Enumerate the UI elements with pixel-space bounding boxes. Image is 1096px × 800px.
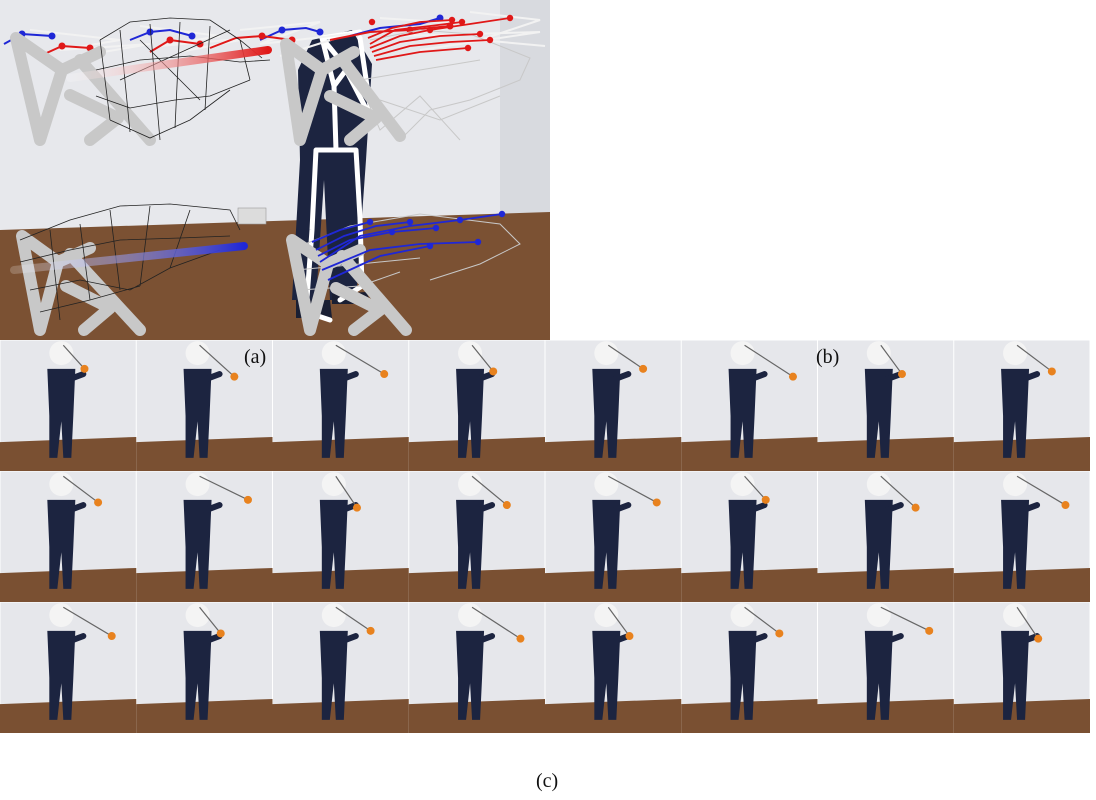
- frame-r2-c3: [272, 471, 409, 602]
- frame-r1-c1: [0, 340, 137, 471]
- frame-r3-c3: [272, 602, 409, 733]
- frame-r3-c1: [0, 602, 137, 733]
- caption-c: (c): [536, 770, 559, 792]
- frame-r1-c8: [953, 340, 1090, 471]
- frame-r1-c3: [272, 340, 409, 471]
- plot-a-top-right: [280, 14, 531, 146]
- frame-r2-c2: [136, 471, 273, 602]
- frame-r1-c7: [817, 340, 954, 471]
- caption-b: (b): [816, 346, 840, 368]
- frame-r1-c5: [545, 340, 682, 471]
- panel-c-frame-grid: [0, 340, 1090, 733]
- plot-a-bottom-right: [286, 210, 521, 336]
- frame-r3-c4: [408, 602, 545, 733]
- frame-r2-c5: [545, 471, 682, 602]
- frame-r3-c5: [545, 602, 682, 733]
- frame-r2-c4: [408, 471, 545, 602]
- frame-r1-c4: [408, 340, 545, 471]
- panel-a-graph-plots: [0, 0, 540, 344]
- frame-r1-c6: [681, 340, 818, 471]
- frame-r2-c1: [0, 471, 137, 602]
- frame-r3-c7: [817, 602, 954, 733]
- frame-r2-c6: [681, 471, 818, 602]
- frame-r2-c8: [953, 471, 1090, 602]
- frame-r3-c8: [953, 602, 1090, 733]
- plot-a-bottom-left: [10, 203, 248, 336]
- frame-r1-c2: [136, 340, 273, 471]
- plot-a-top-left: [10, 17, 272, 146]
- caption-a: (a): [244, 346, 267, 368]
- frame-r3-c2: [136, 602, 273, 733]
- frame-r3-c6: [681, 602, 818, 733]
- frame-r2-c7: [817, 471, 954, 602]
